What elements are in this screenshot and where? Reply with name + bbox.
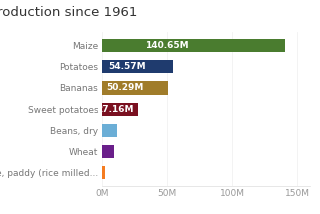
Bar [102, 81, 168, 95]
Bar [102, 145, 114, 158]
Bar [102, 103, 138, 116]
Text: 54.57M: 54.57M [108, 62, 146, 71]
Text: 140.65M: 140.65M [145, 41, 188, 50]
Text: 50.29M: 50.29M [107, 83, 144, 92]
Bar [102, 39, 285, 52]
Bar [102, 60, 173, 73]
Text: 27.16M: 27.16M [96, 105, 133, 114]
Bar [102, 124, 117, 137]
Text: roduction since 1961: roduction since 1961 [0, 6, 137, 19]
Bar [102, 166, 105, 179]
